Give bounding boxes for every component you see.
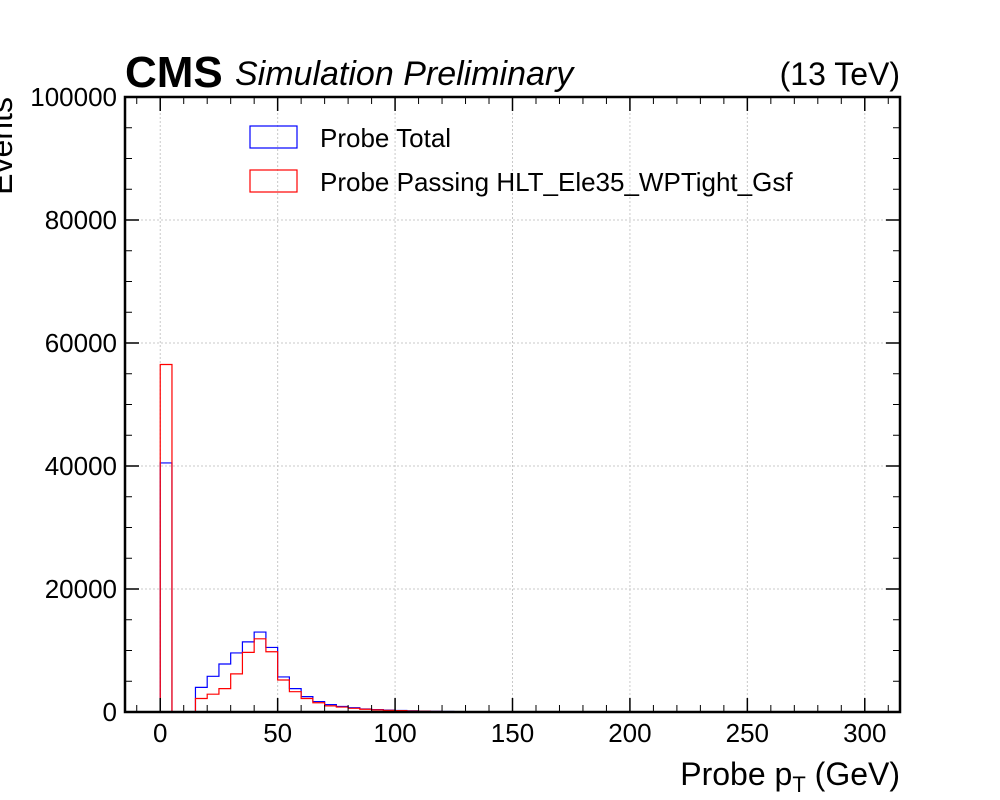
plot-frame <box>123 95 902 714</box>
legend: Probe Total Probe Passing HLT_Ele35_WPTi… <box>249 123 793 197</box>
x-tick-label: 250 <box>726 718 769 748</box>
x-tick-label: 0 <box>153 718 167 748</box>
x-tick-label: 300 <box>843 718 886 748</box>
y-tick-label: 0 <box>103 697 117 727</box>
x-tick-label: 200 <box>608 718 651 748</box>
x-axis-label-subscript: T <box>792 772 805 797</box>
x-tick-label: 50 <box>263 718 292 748</box>
series-0-step-line <box>159 462 455 713</box>
y-tick-label: 40000 <box>45 451 117 481</box>
series-1-step-line <box>159 363 455 713</box>
energy-label: (13 TeV) <box>780 56 900 92</box>
x-tick-label: 150 <box>491 718 534 748</box>
cms-label: CMS <box>125 48 223 97</box>
simulation-preliminary-label: Simulation Preliminary <box>235 55 575 93</box>
legend-label-probe-total: Probe Total <box>320 123 451 153</box>
legend-swatch-probe-passing <box>249 169 298 193</box>
legend-swatch-probe-total <box>249 125 298 149</box>
grid-lines <box>125 97 900 712</box>
y-axis-label: Events <box>0 97 19 195</box>
y-tick-label: 60000 <box>45 328 117 358</box>
y-tick-label: 80000 <box>45 205 117 235</box>
x-axis-label: Probe pT (GeV) <box>680 756 900 797</box>
x-tick-label: 100 <box>373 718 416 748</box>
x-tick-labels: 0 50 100 150 200 250 300 <box>153 718 886 748</box>
y-tick-label: 100000 <box>30 82 117 112</box>
y-tick-label: 20000 <box>45 574 117 604</box>
histogram-series <box>159 363 455 713</box>
y-tick-labels: 0 20000 40000 60000 80000 100000 <box>30 82 117 727</box>
legend-label-probe-passing: Probe Passing HLT_Ele35_WPTight_Gsf <box>320 167 793 197</box>
